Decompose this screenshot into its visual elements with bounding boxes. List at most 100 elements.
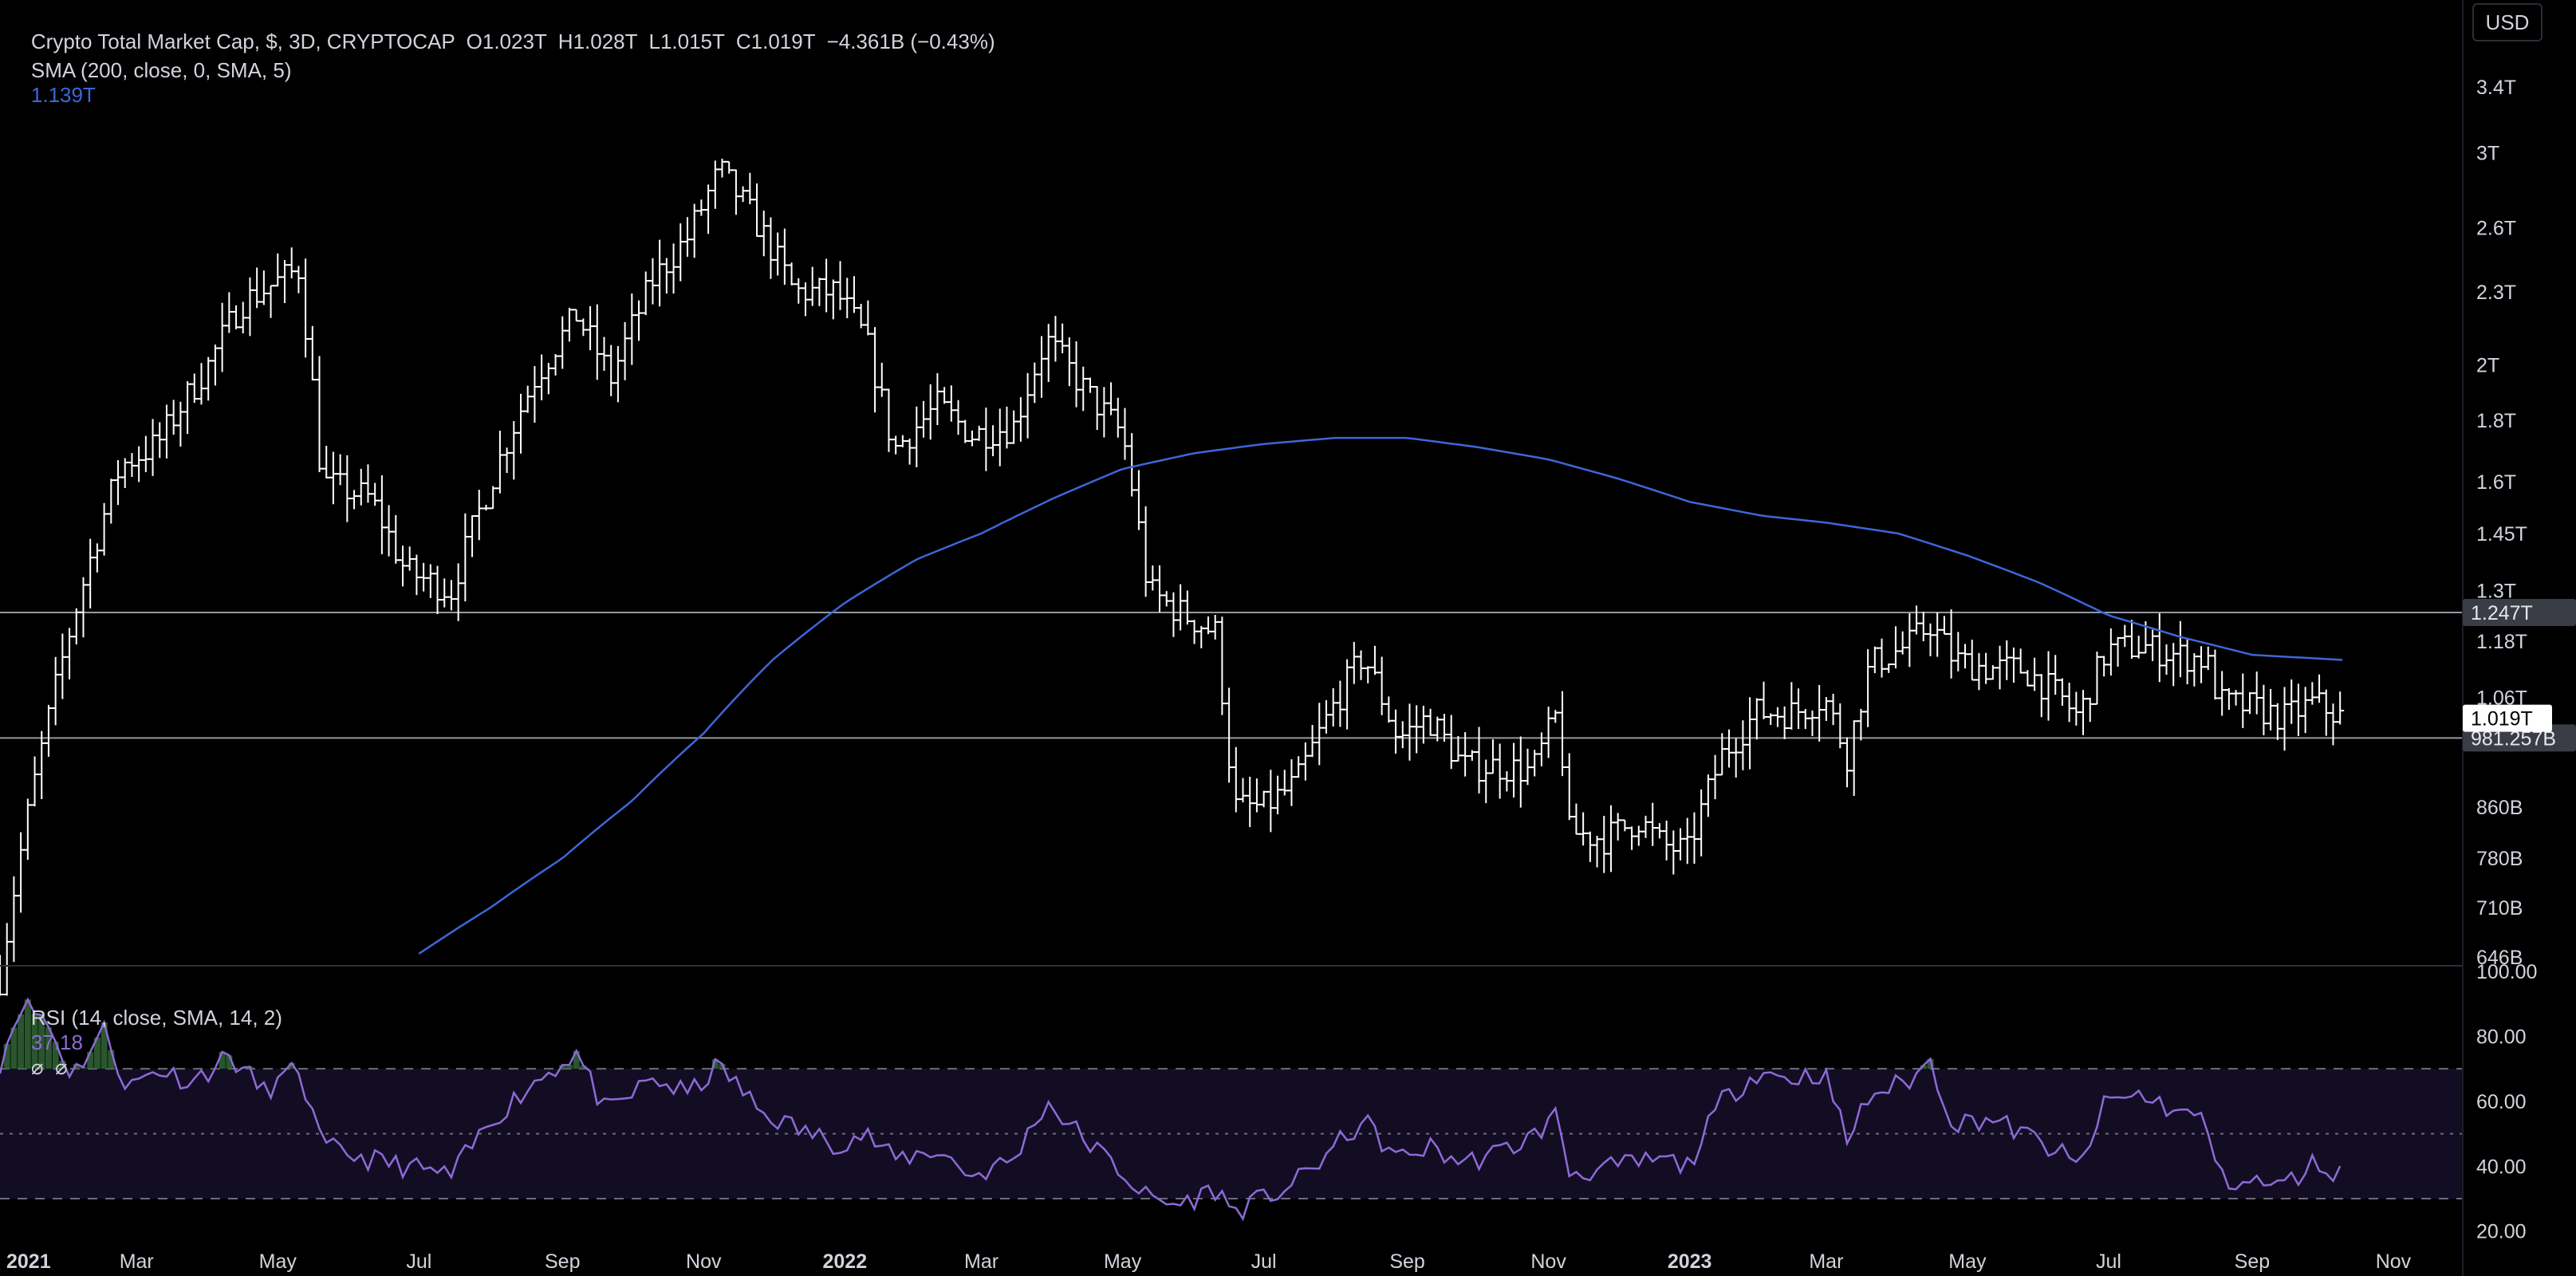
ohlc-bar	[600, 337, 609, 371]
ohlc-bar	[1246, 776, 1255, 828]
ohlc-bar	[384, 505, 393, 557]
ohlc-bar	[801, 282, 809, 317]
ohlc-bar	[2016, 648, 2025, 674]
ohlc-bar	[1183, 590, 1191, 625]
ohlc-bar	[975, 425, 983, 441]
ohlc-bar	[440, 578, 449, 608]
time-tick-label: Nov	[2376, 1250, 2412, 1273]
ohlc-bar	[1203, 616, 1212, 635]
ohlc-bar	[1926, 623, 1935, 656]
ohlc-bar	[1134, 470, 1143, 530]
ohlc-bar	[877, 362, 886, 397]
ohlc-bar	[93, 543, 101, 573]
price-tick-label: 1.8T	[2476, 410, 2516, 432]
ohlc-bar	[1711, 754, 1719, 800]
ohlc-bar	[628, 293, 636, 365]
ohlc-bar	[926, 384, 935, 440]
ohlc-bar	[2155, 612, 2164, 683]
rsi-overbought-fill	[3, 999, 1934, 1069]
ohlc-bar	[461, 513, 470, 602]
ohlc-bar	[1752, 698, 1761, 740]
ohlc-bar	[2003, 640, 2011, 680]
ohlc-bar	[1961, 644, 1970, 669]
price-tick-label: 2.3T	[2476, 282, 2516, 304]
ohlc-bar	[377, 475, 386, 554]
time-tick-label: Mar	[1809, 1250, 1843, 1273]
ohlc-bar	[572, 309, 581, 322]
ohlc-bar	[2093, 652, 2101, 705]
ohlc-bar	[697, 199, 706, 216]
ohlc-bar	[79, 577, 88, 638]
time-tick-label: 2022	[823, 1250, 868, 1273]
ohlc-bar	[502, 447, 511, 474]
ohlc-bar	[37, 731, 46, 799]
ohlc-bar	[1787, 682, 1796, 730]
ohlc-bar	[2224, 687, 2233, 711]
ohlc-bar	[1676, 828, 1685, 861]
ohlc-bar	[905, 438, 914, 465]
ohlc-bar	[1530, 750, 1539, 777]
price-tick-label: 646B	[2476, 947, 2523, 969]
price-tick-label: 1.3T	[2476, 581, 2516, 603]
ohlc-bar	[1558, 691, 1567, 777]
time-tick-label: 2023	[1668, 1250, 1712, 1273]
ohlc-bar	[1370, 645, 1379, 675]
ohlc-bar	[2336, 691, 2345, 725]
ohlc-bar	[995, 408, 1004, 467]
ohlc-bar	[23, 798, 32, 861]
ohlc-bar	[246, 277, 254, 337]
ohlc-bar	[1641, 815, 1650, 838]
ohlc-bar	[17, 832, 26, 913]
ohlc-bar	[725, 160, 734, 174]
rsi-layer	[0, 997, 2342, 1222]
ohlc-bar	[2308, 682, 2317, 705]
ohlc-bar	[2086, 697, 2094, 723]
ohlc-bar	[253, 267, 262, 309]
ohlc-bar	[1072, 341, 1081, 408]
ohlc-bar	[343, 455, 352, 522]
ohlc-bar	[1815, 684, 1824, 742]
ohlc-bar	[1426, 708, 1435, 736]
ohlc-bar	[238, 301, 247, 333]
ohlc-bar	[1301, 742, 1310, 781]
ohlc-bar	[1572, 803, 1581, 835]
ohlc-bar	[780, 228, 789, 286]
sma-200-line	[418, 436, 2343, 955]
ohlc-bar	[2149, 629, 2157, 661]
ohlc-bar	[1634, 825, 1643, 846]
hline-label-1: 1.247T	[2471, 602, 2533, 624]
ohlc-bar	[1467, 750, 1476, 761]
time-tick-label: Sep	[2235, 1250, 2270, 1273]
ohlc-bar	[808, 266, 817, 306]
currency-button[interactable]: USD	[2472, 3, 2543, 41]
ohlc-bar	[10, 876, 18, 963]
ohlc-bar	[495, 431, 504, 494]
ohlc-bar	[1731, 738, 1740, 778]
ohlc-bar	[107, 478, 116, 524]
rsi-tick-label: 40.00	[2476, 1156, 2527, 1178]
ohlc-bar	[197, 363, 206, 405]
ohlc-bar	[364, 464, 372, 503]
ohlc-bar	[259, 270, 268, 305]
ohlc-bar	[898, 435, 907, 447]
price-tick-label: 2.6T	[2476, 217, 2516, 239]
ohlc-bar	[2079, 690, 2088, 735]
ohlc-bar	[2127, 620, 2136, 659]
ohlc-bar	[1967, 640, 1976, 681]
ohlc-bar	[544, 362, 553, 395]
ohlc-bar	[2315, 674, 2324, 703]
ohlc-bar	[1294, 756, 1303, 778]
ohlc-bar	[72, 608, 81, 645]
ohlc-bar	[1593, 836, 1601, 868]
ohlc-bar	[1162, 591, 1171, 607]
ohlc-bar	[1002, 406, 1011, 449]
ohlc-bar	[1690, 812, 1699, 864]
ohlc-bar	[2259, 684, 2268, 735]
ohlc-bar	[2245, 691, 2254, 715]
rsi-legend-value: 37.18	[30, 1030, 83, 1054]
rsi-visibility-icons[interactable]: ⌀ ⌀	[30, 1055, 68, 1079]
ohlc-bar	[1280, 770, 1289, 796]
ohlc-bar	[169, 400, 178, 435]
